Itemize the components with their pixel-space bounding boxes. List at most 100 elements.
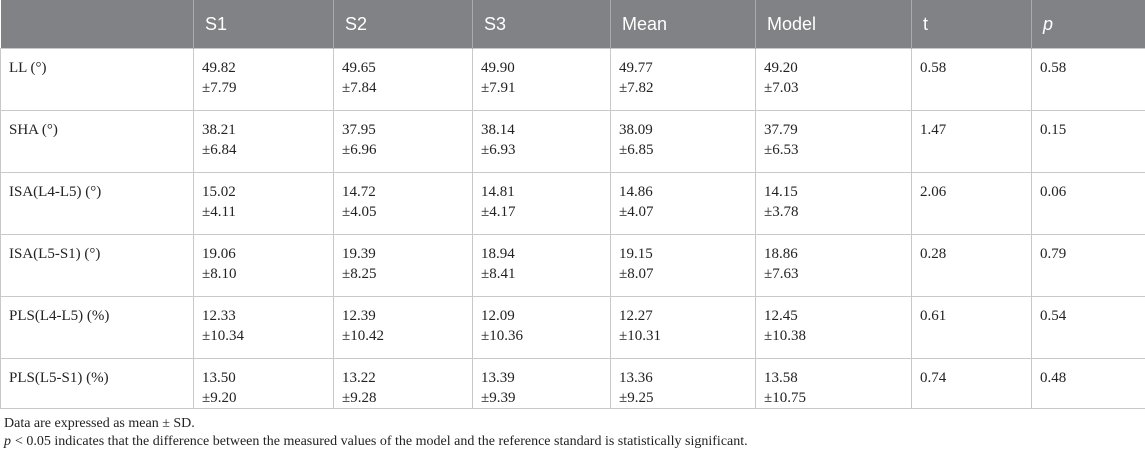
- cell-line: 12.39: [342, 306, 472, 326]
- cell-line: 0.61: [920, 306, 1031, 326]
- cell-line: 49.90: [481, 58, 610, 78]
- header-cell: [1, 0, 194, 49]
- cell: 1.47: [912, 111, 1032, 173]
- row-label: SHA (°): [1, 111, 194, 173]
- cell: 19.39±8.25: [334, 235, 473, 297]
- cell: 13.39±9.39: [473, 359, 611, 409]
- cell: 19.15±8.07: [611, 235, 756, 297]
- cell-line: ±3.78: [764, 202, 911, 222]
- cell: 0.61: [912, 297, 1032, 359]
- header-cell: p: [1032, 0, 1145, 49]
- cell-line: ±9.28: [342, 388, 472, 408]
- cell-line: ±6.85: [619, 140, 755, 160]
- cell-line: 49.65: [342, 58, 472, 78]
- cell-line: ±8.25: [342, 264, 472, 284]
- note: p< 0.05 indicates that the difference be…: [4, 433, 1145, 451]
- note-symbol: p: [4, 434, 11, 449]
- cell-line: ±10.31: [619, 326, 755, 346]
- cell: 12.09±10.36: [473, 297, 611, 359]
- cell-line: 0.54: [1040, 306, 1145, 326]
- cell-line: 13.58: [764, 368, 911, 388]
- cell-line: 49.20: [764, 58, 911, 78]
- cell: 13.58±10.75: [756, 359, 912, 409]
- row-label: ISA(L5-S1) (°): [1, 235, 194, 297]
- cell-line: ±6.93: [481, 140, 610, 160]
- cell: 15.02±4.11: [194, 173, 334, 235]
- cell-line: 49.77: [619, 58, 755, 78]
- cell: 12.39±10.42: [334, 297, 473, 359]
- cell: 13.36±9.25: [611, 359, 756, 409]
- cell-line: 37.79: [764, 120, 911, 140]
- header-cell: S2: [334, 0, 473, 49]
- cell: 14.81±4.17: [473, 173, 611, 235]
- cell-line: 0.74: [920, 368, 1031, 388]
- notes: Data are expressed as mean ± SD.p< 0.05 …: [0, 409, 1145, 451]
- cell-line: 0.15: [1040, 120, 1145, 140]
- cell-line: 12.33: [202, 306, 333, 326]
- cell-line: ±8.41: [481, 264, 610, 284]
- cell-line: ±8.10: [202, 264, 333, 284]
- cell: 12.33±10.34: [194, 297, 334, 359]
- cell-line: 13.50: [202, 368, 333, 388]
- cell: 0.58: [1032, 49, 1145, 111]
- cell-line: ±4.05: [342, 202, 472, 222]
- cell: 0.28: [912, 235, 1032, 297]
- cell-line: 38.14: [481, 120, 610, 140]
- cell: 0.48: [1032, 359, 1145, 409]
- row-label: PLS(L4-L5) (%): [1, 297, 194, 359]
- cell-line: 12.27: [619, 306, 755, 326]
- cell-line: 19.39: [342, 244, 472, 264]
- cell: 0.15: [1032, 111, 1145, 173]
- cell-line: ±7.82: [619, 78, 755, 98]
- cell: 14.86±4.07: [611, 173, 756, 235]
- cell-line: 18.86: [764, 244, 911, 264]
- cell: 49.90±7.91: [473, 49, 611, 111]
- cell: 38.21±6.84: [194, 111, 334, 173]
- cell: 18.94±8.41: [473, 235, 611, 297]
- note: Data are expressed as mean ± SD.: [4, 415, 1145, 433]
- cell-line: ±9.20: [202, 388, 333, 408]
- cell-line: ±6.84: [202, 140, 333, 160]
- cell: 37.79±6.53: [756, 111, 912, 173]
- cell: 12.45±10.38: [756, 297, 912, 359]
- cell: 38.09±6.85: [611, 111, 756, 173]
- cell-line: ±10.38: [764, 326, 911, 346]
- cell-line: ±4.17: [481, 202, 610, 222]
- header-cell: S3: [473, 0, 611, 49]
- cell: 49.82±7.79: [194, 49, 334, 111]
- cell: 0.58: [912, 49, 1032, 111]
- cell-line: 14.81: [481, 182, 610, 202]
- cell-line: ±4.07: [619, 202, 755, 222]
- cell-line: 0.28: [920, 244, 1031, 264]
- cell-line: 0.79: [1040, 244, 1145, 264]
- cell: 0.74: [912, 359, 1032, 409]
- cell: 19.06±8.10: [194, 235, 334, 297]
- cell: 0.54: [1032, 297, 1145, 359]
- cell-line: ±7.63: [764, 264, 911, 284]
- cell: 0.06: [1032, 173, 1145, 235]
- cell-line: 13.36: [619, 368, 755, 388]
- cell: 49.20±7.03: [756, 49, 912, 111]
- cell-line: ±9.39: [481, 388, 610, 408]
- cell: 14.72±4.05: [334, 173, 473, 235]
- cell-line: ±6.96: [342, 140, 472, 160]
- row-label: LL (°): [1, 49, 194, 111]
- cell-line: 18.94: [481, 244, 610, 264]
- cell: 49.77±7.82: [611, 49, 756, 111]
- cell: 14.15±3.78: [756, 173, 912, 235]
- header-cell: S1: [194, 0, 334, 49]
- row-label: ISA(L4-L5) (°): [1, 173, 194, 235]
- cell-line: ±8.07: [619, 264, 755, 284]
- cell-line: ±7.79: [202, 78, 333, 98]
- cell-line: 2.06: [920, 182, 1031, 202]
- cell: 38.14±6.93: [473, 111, 611, 173]
- header-cell: Model: [756, 0, 912, 49]
